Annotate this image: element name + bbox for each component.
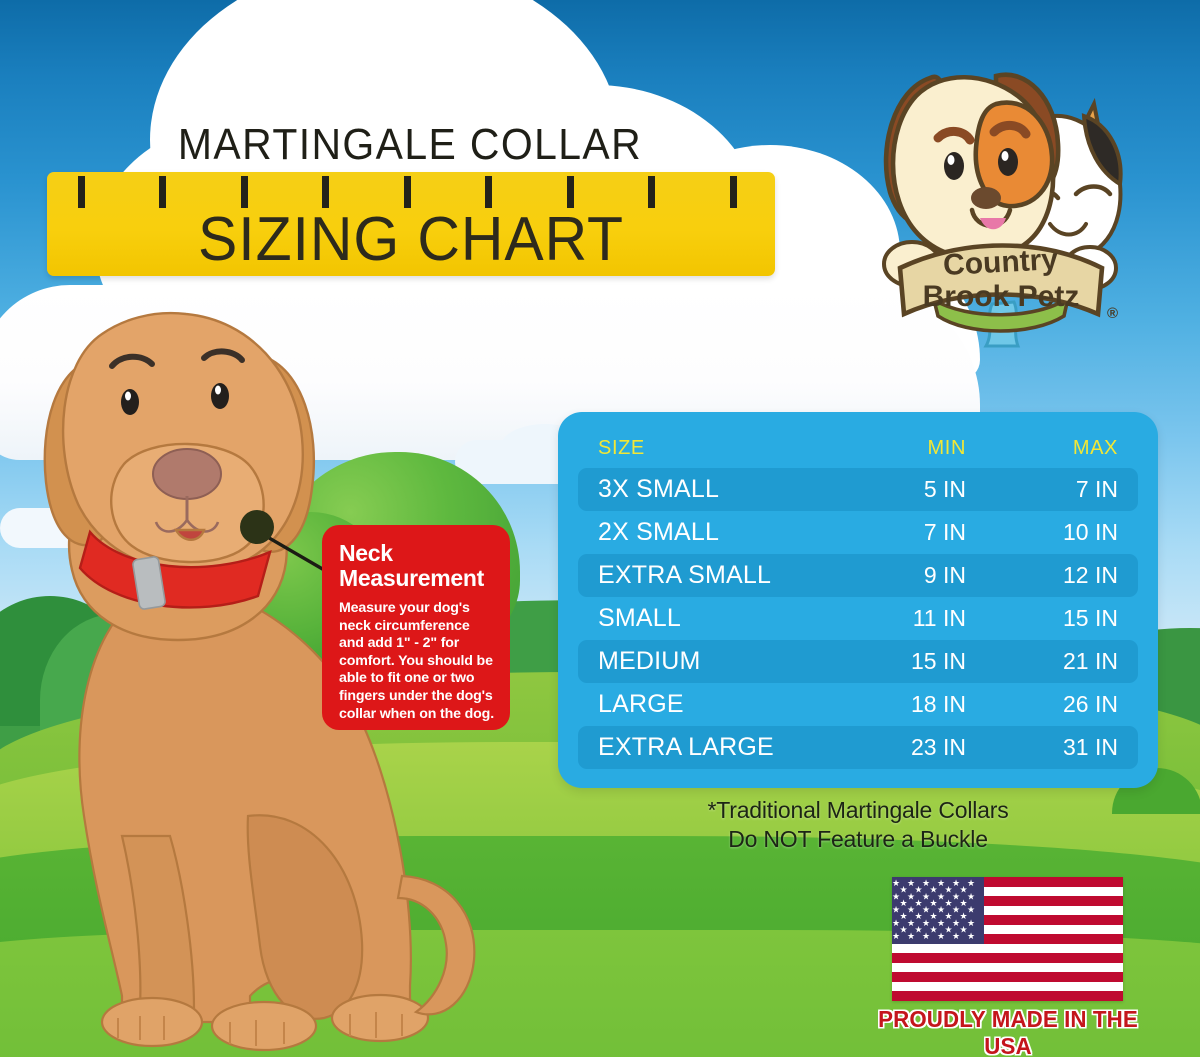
- cell-min: 11 IN: [912, 605, 966, 631]
- cell-max: 10 IN: [1063, 519, 1118, 545]
- svg-text:★: ★: [922, 878, 930, 888]
- cell-size: MEDIUM: [598, 647, 701, 675]
- column-header-size: SIZE: [598, 436, 645, 459]
- svg-text:★: ★: [944, 885, 952, 895]
- usa-flag-icon: ★ ★ ★ ★ ★ ★ ★ ★ ★ ★: [891, 877, 1123, 1001]
- cell-min: 15 IN: [911, 648, 966, 674]
- ruler-tick: [648, 176, 656, 208]
- sizing-table: SIZE MIN MAX 3X SMALL 5 IN 7 IN 2X SMALL…: [558, 412, 1158, 788]
- column-header-max: MAX: [1072, 436, 1118, 459]
- collar-buckle: [132, 556, 166, 610]
- svg-text:★: ★: [929, 885, 937, 895]
- page-title: SIZING CHART: [198, 205, 624, 274]
- table-row: EXTRA SMALL 9 IN 12 IN: [578, 554, 1138, 597]
- svg-text:★: ★: [914, 885, 922, 895]
- callout-title: Neck Measurement: [339, 541, 494, 591]
- cell-max: 12 IN: [1063, 562, 1118, 588]
- cell-size: 3X SMALL: [598, 475, 720, 503]
- table-row: SMALL 11 IN 15 IN: [578, 597, 1138, 640]
- svg-text:★: ★: [967, 878, 975, 888]
- cell-max: 15 IN: [1063, 605, 1118, 631]
- svg-text:★: ★: [937, 878, 945, 888]
- svg-text:★: ★: [892, 878, 900, 888]
- logo-line1: Country: [942, 243, 1059, 282]
- cell-min: 18 IN: [911, 691, 966, 717]
- ruler-ticks: [47, 172, 775, 208]
- footnote-line2: Do NOT Feature a Buckle: [728, 826, 988, 852]
- ruler-banner: SIZING CHART: [47, 172, 775, 276]
- svg-text:★: ★: [952, 878, 960, 888]
- ruler-tick: [159, 176, 167, 208]
- ruler-tick: [729, 176, 737, 208]
- column-header-min: MIN: [927, 436, 966, 459]
- measurement-point-marker: [240, 510, 274, 544]
- ruler-tick: [240, 176, 248, 208]
- table-row: LARGE 18 IN 26 IN: [578, 683, 1138, 726]
- registered-trademark-icon: ®: [1106, 305, 1118, 322]
- cell-max: 7 IN: [1075, 476, 1118, 502]
- neck-measurement-callout: Neck Measurement Measure your dog's neck…: [322, 525, 510, 730]
- cell-min: 5 IN: [923, 476, 966, 502]
- logo-line2: Brook Petz: [923, 280, 1080, 313]
- cell-size: EXTRA LARGE: [598, 733, 774, 761]
- svg-text:★: ★: [899, 885, 907, 895]
- callout-title-line2: Measurement: [339, 565, 484, 591]
- table-header-row: SIZE MIN MAX: [578, 428, 1138, 468]
- cell-max: 26 IN: [1063, 691, 1118, 717]
- footnote-line1: *Traditional Martingale Collars: [707, 797, 1009, 823]
- cell-size: EXTRA SMALL: [598, 561, 772, 589]
- cell-size: SMALL: [598, 604, 681, 632]
- cell-min: 7 IN: [923, 519, 966, 545]
- ruler-tick: [403, 176, 411, 208]
- table-row: 3X SMALL 5 IN 7 IN: [578, 468, 1138, 511]
- ruler-tick: [485, 176, 493, 208]
- svg-text:★: ★: [959, 885, 967, 895]
- table-row: 2X SMALL 7 IN 10 IN: [578, 511, 1138, 554]
- page-subtitle: MARTINGALE COLLAR: [177, 120, 643, 169]
- flag-canton: ★ ★ ★ ★ ★ ★ ★ ★ ★ ★: [891, 877, 985, 944]
- ruler-tick: [322, 176, 330, 208]
- table-row: MEDIUM 15 IN 21 IN: [578, 640, 1138, 683]
- svg-text:★: ★: [907, 878, 915, 888]
- made-in-usa-text: PROUDLY MADE IN THE USA: [878, 1006, 1138, 1057]
- cell-min: 23 IN: [911, 734, 966, 760]
- cell-min: 9 IN: [923, 562, 966, 588]
- footnote: *Traditional Martingale Collars Do NOT F…: [558, 796, 1158, 854]
- dog-collar: [78, 529, 272, 609]
- cell-size: 2X SMALL: [598, 518, 720, 546]
- cell-max: 31 IN: [1063, 734, 1118, 760]
- callout-body: Measure your dog's neck circumference an…: [339, 600, 494, 722]
- cell-max: 21 IN: [1063, 648, 1118, 674]
- callout-title-line1: Neck: [339, 540, 393, 566]
- table-row: EXTRA LARGE 23 IN 31 IN: [578, 726, 1138, 769]
- ruler-tick: [77, 176, 85, 208]
- ruler-tick: [566, 176, 574, 208]
- brand-logo: Country Brook Petz ®: [868, 52, 1124, 348]
- cell-size: LARGE: [598, 690, 684, 718]
